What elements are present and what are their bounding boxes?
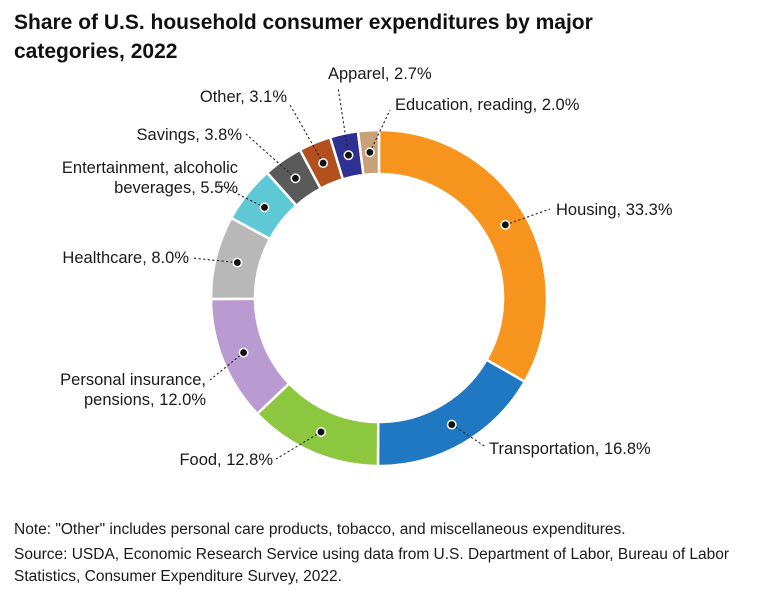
leader-line-housing <box>505 208 551 226</box>
slice-label-healthcare: Healthcare, 8.0% <box>62 249 189 267</box>
marker-dot-food <box>316 427 326 437</box>
marker-dot-education-reading <box>364 147 375 158</box>
slice-label-education-reading: Education, reading, 2.0% <box>395 96 580 114</box>
chart-title: Share of U.S. household consumer expendi… <box>14 11 593 63</box>
slice-label-other: Other, 3.1% <box>200 88 287 106</box>
marker-dot-apparel <box>343 150 354 161</box>
donut-chart: Housing, 33.3% Transportation, 16.8% Food,… <box>60 65 673 469</box>
slice-label-savings: Savings, 3.8% <box>137 126 243 144</box>
leader-line-savings <box>245 133 296 179</box>
leaders-layer <box>191 86 551 460</box>
leader-line-education-reading <box>369 109 391 153</box>
chart-source: Source: USDA, Economic Research Service … <box>14 546 730 585</box>
leader-line-other <box>289 104 324 164</box>
marker-dot-entertainment-alcoholic-beverages <box>259 202 270 213</box>
marker-dot-other <box>318 158 329 169</box>
chart-note: Note: "Other" includes personal care pro… <box>14 521 626 538</box>
slice-label-entertainment-alcoholic-beverages: Entertainment, alcoholic beverages, 5.5% <box>62 159 238 197</box>
slice-label-food: Food, 12.8% <box>179 451 273 469</box>
leader-line-transportation <box>451 424 487 448</box>
leader-line-entertainment-alcoholic-beverages <box>217 183 265 208</box>
marker-dot-savings <box>290 173 301 184</box>
slice-housing <box>377 128 549 384</box>
labels-layer: Housing, 33.3% Transportation, 16.8% Food,… <box>60 65 673 469</box>
slices-layer <box>209 128 549 468</box>
leader-line-healthcare <box>191 257 238 264</box>
slice-label-personal-insurance-pensions: Personal insurance, pensions, 12.0% <box>60 371 206 409</box>
slice-label-transportation: Transportation, 16.8% <box>489 440 651 458</box>
slice-label-housing: Housing, 33.3% <box>556 201 673 219</box>
marker-dot-healthcare <box>232 257 243 268</box>
marker-dot-housing <box>500 219 511 230</box>
marker-dot-personal-insurance-pensions <box>238 347 249 358</box>
slice-label-apparel: Apparel, 2.7% <box>328 65 432 83</box>
marker-dot-transportation <box>446 419 457 430</box>
